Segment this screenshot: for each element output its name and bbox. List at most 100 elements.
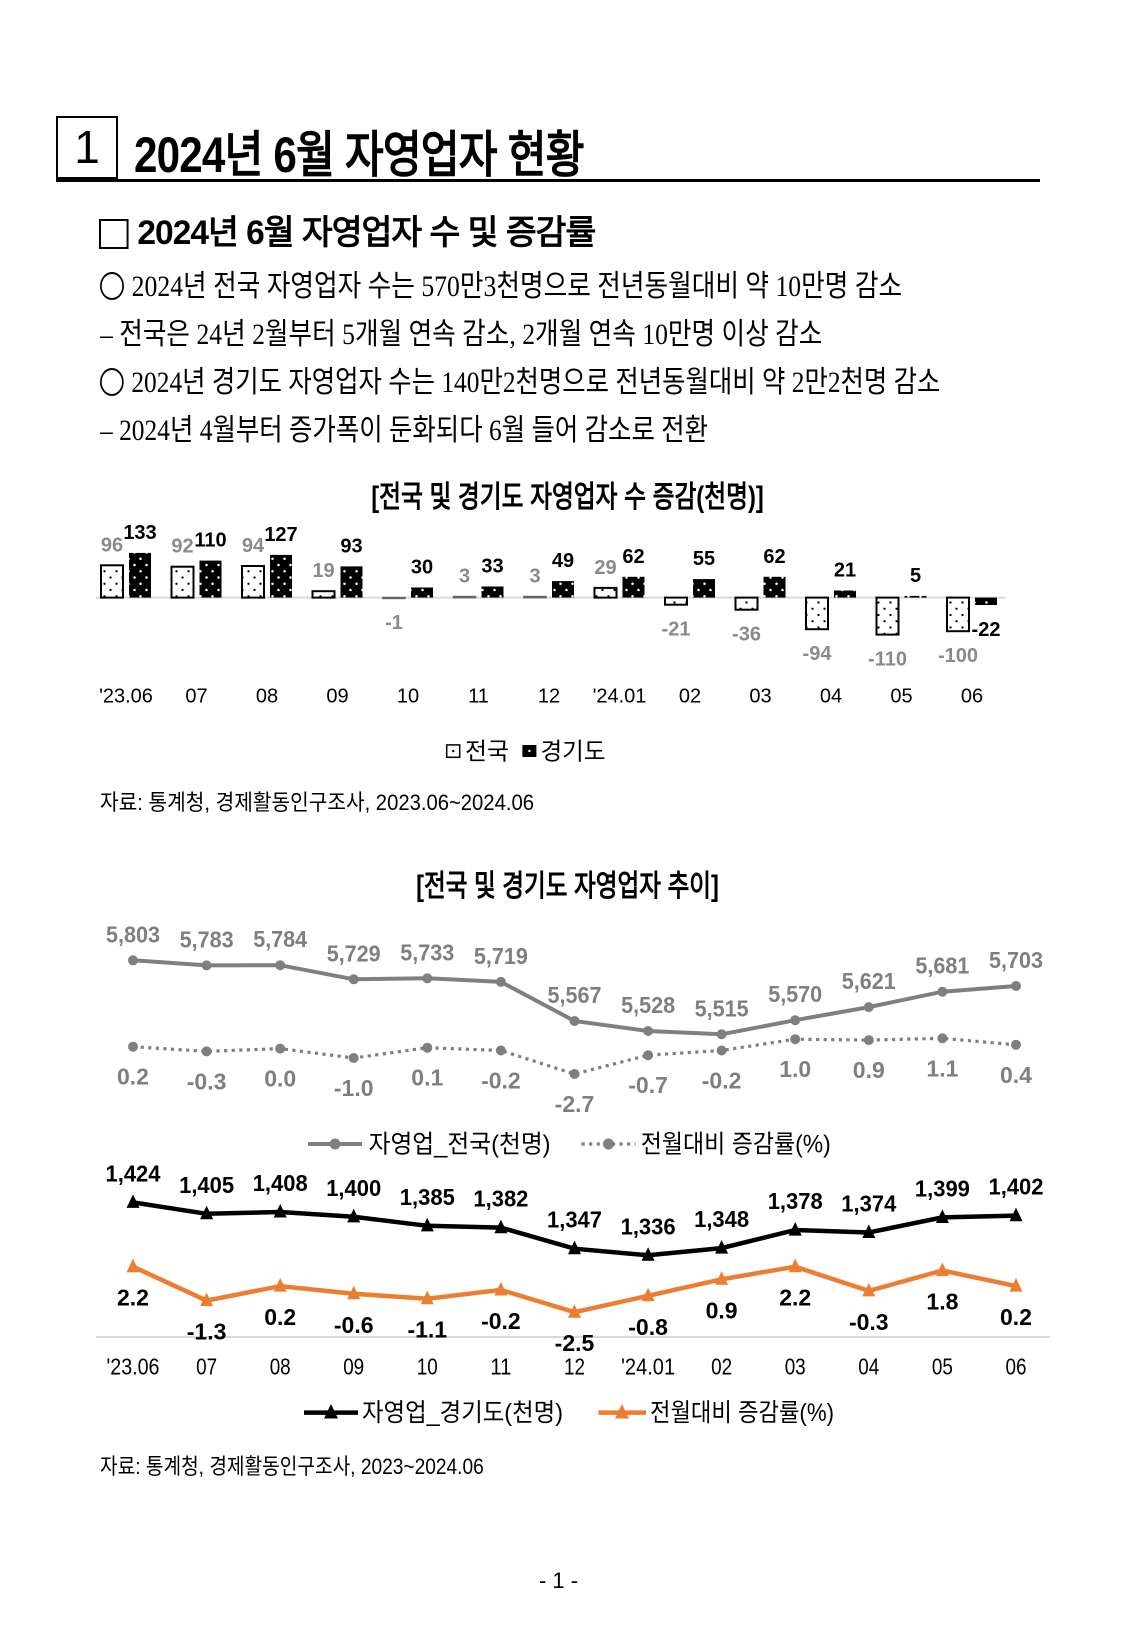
svg-text:5,515: 5,515	[695, 995, 749, 1021]
svg-text:전월대비 증감률(%): 전월대비 증감률(%)	[650, 1399, 834, 1427]
svg-text:5,703: 5,703	[989, 947, 1043, 973]
svg-text:30: 30	[411, 557, 433, 579]
svg-text:92: 92	[171, 536, 193, 558]
svg-text:2.2: 2.2	[117, 1285, 149, 1311]
svg-text:1,382: 1,382	[473, 1186, 528, 1212]
svg-text:08: 08	[270, 1354, 291, 1380]
svg-text:경기도: 경기도	[541, 739, 606, 766]
svg-text:1,347: 1,347	[547, 1207, 602, 1233]
svg-text:09: 09	[343, 1354, 364, 1380]
svg-text:03: 03	[785, 1354, 806, 1380]
svg-text:-1.3: -1.3	[187, 1319, 227, 1345]
svg-text:04: 04	[820, 686, 842, 708]
svg-text:5,567: 5,567	[548, 982, 602, 1008]
svg-text:1,336: 1,336	[621, 1213, 676, 1239]
svg-text:55: 55	[693, 548, 715, 570]
svg-text:1,385: 1,385	[400, 1184, 455, 1210]
svg-text:1,399: 1,399	[915, 1175, 970, 1201]
svg-text:-21: -21	[662, 619, 691, 641]
svg-text:전국: 전국	[465, 739, 509, 766]
svg-text:10: 10	[397, 686, 419, 708]
svg-text:0.4: 0.4	[1000, 1062, 1032, 1088]
svg-text:-110: -110	[868, 649, 907, 671]
svg-text:11: 11	[490, 1354, 511, 1380]
svg-text:07: 07	[196, 1354, 217, 1380]
svg-text:1.1: 1.1	[926, 1055, 958, 1081]
svg-text:29: 29	[594, 557, 616, 579]
svg-text:-0.7: -0.7	[628, 1072, 668, 1098]
svg-text:0.1: 0.1	[411, 1065, 443, 1091]
svg-text:0.2: 0.2	[264, 1304, 296, 1330]
svg-text:-2.5: -2.5	[555, 1330, 595, 1356]
svg-text:07: 07	[185, 686, 207, 708]
svg-text:5,783: 5,783	[180, 926, 234, 952]
svg-text:03: 03	[749, 686, 771, 708]
svg-text:-1.1: -1.1	[407, 1317, 447, 1343]
svg-text:02: 02	[679, 686, 701, 708]
svg-text:-100: -100	[938, 645, 978, 667]
svg-text:1,402: 1,402	[989, 1174, 1044, 1200]
svg-text:-0.2: -0.2	[702, 1068, 742, 1094]
svg-text:0.9: 0.9	[853, 1057, 885, 1083]
svg-text:-0.3: -0.3	[849, 1309, 889, 1335]
svg-text:96: 96	[101, 534, 123, 556]
svg-text:0.0: 0.0	[264, 1066, 296, 1092]
svg-text:5,528: 5,528	[621, 992, 675, 1018]
svg-text:0.2: 0.2	[117, 1064, 149, 1090]
svg-text:06: 06	[1006, 1354, 1027, 1380]
svg-text:5,803: 5,803	[106, 921, 160, 947]
svg-text:1,378: 1,378	[768, 1188, 823, 1214]
svg-text:-1.0: -1.0	[334, 1075, 374, 1101]
svg-text:04: 04	[858, 1354, 879, 1380]
svg-text:-0.8: -0.8	[628, 1314, 668, 1340]
svg-text:5,729: 5,729	[327, 940, 381, 966]
svg-text:49: 49	[552, 550, 574, 572]
svg-text:0.2: 0.2	[1000, 1304, 1032, 1330]
svg-text:자영업_전국(천명): 자영업_전국(천명)	[369, 1131, 551, 1159]
svg-text:-22: -22	[972, 619, 1001, 641]
svg-text:10: 10	[417, 1354, 438, 1380]
svg-text:12: 12	[538, 686, 560, 708]
svg-text:02: 02	[711, 1354, 732, 1380]
svg-text:110: 110	[194, 530, 226, 552]
svg-text:5,681: 5,681	[915, 953, 969, 979]
svg-text:1,348: 1,348	[694, 1206, 749, 1232]
svg-text:09: 09	[326, 686, 348, 708]
svg-text:62: 62	[622, 546, 644, 568]
svg-text:-0.2: -0.2	[481, 1068, 521, 1094]
svg-text:08: 08	[256, 686, 278, 708]
svg-text:3: 3	[459, 566, 470, 588]
svg-text:1,405: 1,405	[179, 1172, 234, 1198]
svg-text:93: 93	[340, 535, 362, 557]
svg-text:1,408: 1,408	[253, 1170, 308, 1196]
svg-text:33: 33	[481, 556, 503, 578]
svg-text:1.8: 1.8	[926, 1289, 958, 1315]
svg-text:자영업_경기도(천명): 자영업_경기도(천명)	[362, 1399, 563, 1427]
svg-text:21: 21	[834, 560, 856, 582]
svg-text:'23.06: '23.06	[107, 1354, 160, 1380]
svg-text:133: 133	[123, 522, 156, 544]
svg-text:127: 127	[264, 524, 297, 546]
svg-text:94: 94	[242, 535, 265, 557]
svg-text:1,374: 1,374	[841, 1191, 896, 1217]
svg-text:'23.06: '23.06	[99, 686, 153, 708]
svg-text:1,424: 1,424	[106, 1160, 161, 1186]
svg-text:-2.7: -2.7	[555, 1091, 595, 1117]
svg-text:05: 05	[890, 686, 912, 708]
svg-text:11: 11	[468, 686, 489, 708]
svg-text:5,719: 5,719	[474, 943, 528, 969]
svg-text:-0.3: -0.3	[187, 1068, 227, 1094]
svg-text:12: 12	[564, 1354, 585, 1380]
svg-text:-0.2: -0.2	[481, 1308, 521, 1334]
svg-text:1,400: 1,400	[326, 1175, 381, 1201]
svg-text:5: 5	[910, 565, 921, 587]
svg-text:'24.01: '24.01	[593, 686, 647, 708]
svg-text:-36: -36	[732, 624, 761, 646]
svg-text:06: 06	[961, 686, 983, 708]
svg-text:-0.6: -0.6	[334, 1312, 374, 1338]
svg-text:전월대비 증감률(%): 전월대비 증감률(%)	[641, 1131, 831, 1159]
svg-text:19: 19	[312, 560, 334, 582]
svg-text:'24.01: '24.01	[621, 1354, 675, 1380]
svg-text:5,784: 5,784	[253, 926, 307, 952]
svg-text:3: 3	[529, 566, 540, 588]
